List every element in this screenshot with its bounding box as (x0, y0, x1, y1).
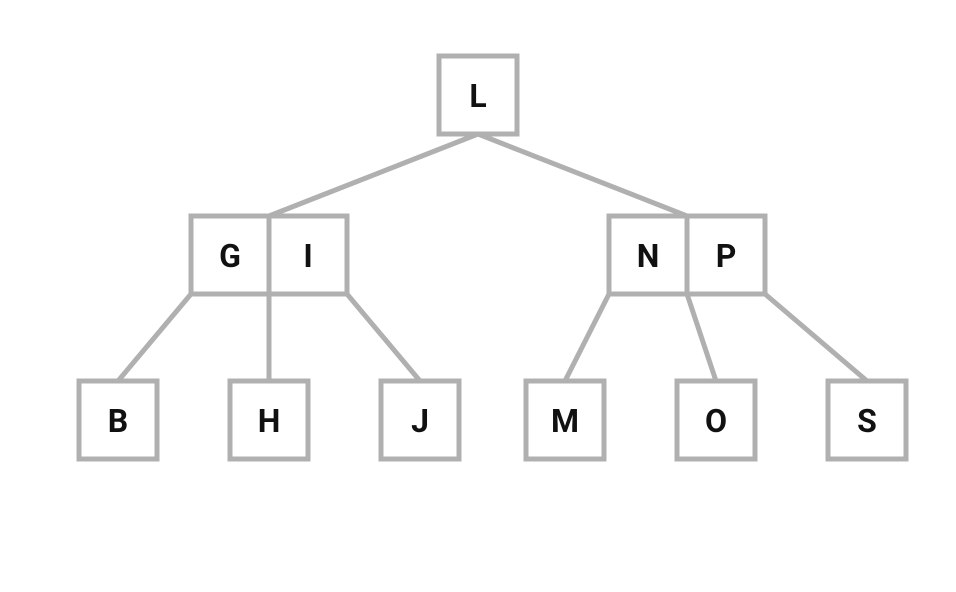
node-label: H (258, 402, 281, 440)
tree-node-b: B (79, 381, 157, 459)
node-label: O (705, 402, 727, 440)
node-label: P (716, 237, 737, 275)
node-label: I (303, 237, 312, 275)
tree-node-n: N (609, 216, 687, 294)
node-label: G (219, 237, 241, 275)
tree-node-h: H (230, 381, 308, 459)
node-label: J (411, 402, 429, 440)
tree-node-l: L (439, 56, 517, 134)
node-label: N (637, 237, 660, 275)
tree-node-j: J (381, 381, 459, 459)
tree-node-p: P (687, 216, 765, 294)
btree-diagram: L G I N P B H J M O S (0, 0, 956, 592)
tree-node-m: M (526, 381, 604, 459)
tree-node-o: O (677, 381, 755, 459)
node-label: B (108, 402, 128, 440)
tree-node-g: G (191, 216, 269, 294)
node-label: L (469, 77, 486, 115)
tree-node-i: I (269, 216, 347, 294)
node-label: M (551, 402, 579, 440)
tree-node-s: S (828, 381, 906, 459)
node-label: S (857, 402, 877, 440)
